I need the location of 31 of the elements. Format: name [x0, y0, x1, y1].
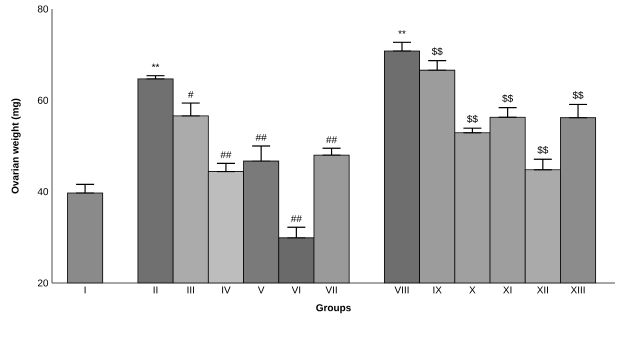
x-tick-label: IX — [433, 286, 442, 294]
y-axis-title: Ovarian weight (mg) — [11, 98, 21, 194]
x-tick-label: V — [258, 286, 264, 294]
x-tick-label: VI — [292, 286, 300, 294]
annotation: $$ — [572, 91, 584, 100]
x-tick-label: XI — [503, 286, 512, 294]
annotation: # — [188, 91, 194, 98]
x-tick-label: I — [84, 286, 86, 294]
annotation: ** — [152, 64, 160, 68]
y-tick-label: 20 — [38, 279, 48, 287]
annotation: ## — [290, 215, 302, 222]
annotation: $$ — [466, 114, 478, 123]
x-axis-title: Groups — [316, 304, 351, 314]
annotation: ## — [220, 151, 232, 158]
y-tick-label: 40 — [38, 188, 48, 196]
y-tick-label: 60 — [38, 96, 48, 104]
x-tick-label: III — [187, 286, 194, 294]
annotation: $$ — [502, 94, 514, 102]
x-tick-label: II — [154, 286, 158, 294]
x-tick-label: XIII — [570, 286, 585, 294]
x-tick-label: VIII — [394, 286, 409, 294]
annotation: $$ — [432, 47, 443, 56]
annotation: ** — [398, 30, 406, 34]
annotation: ## — [326, 136, 338, 144]
annotation: ## — [256, 134, 267, 141]
y-tick-label: 80 — [38, 5, 48, 13]
x-tick-label: X — [469, 286, 476, 294]
x-tick-label: XII — [536, 286, 548, 294]
x-tick-label: VII — [326, 286, 337, 294]
annotation: $$ — [537, 146, 548, 154]
x-tick-label: IV — [222, 286, 231, 294]
